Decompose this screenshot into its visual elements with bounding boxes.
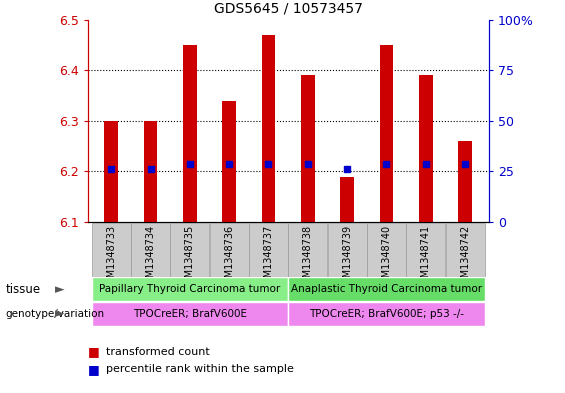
Bar xyxy=(419,75,433,222)
Bar xyxy=(340,176,354,222)
Text: GSM1348739: GSM1348739 xyxy=(342,225,352,290)
Bar xyxy=(288,223,327,277)
Bar xyxy=(446,223,485,277)
Bar xyxy=(171,223,209,277)
Text: GSM1348735: GSM1348735 xyxy=(185,225,195,290)
Bar xyxy=(183,45,197,222)
Bar xyxy=(131,223,170,277)
Text: GSM1348733: GSM1348733 xyxy=(106,225,116,290)
Text: TPOCreER; BrafV600E: TPOCreER; BrafV600E xyxy=(133,309,247,319)
Text: GSM1348738: GSM1348738 xyxy=(303,225,313,290)
Bar xyxy=(105,121,118,222)
Bar xyxy=(406,223,445,277)
Bar xyxy=(144,121,158,222)
Text: ■: ■ xyxy=(88,345,99,358)
Bar xyxy=(92,302,288,326)
Bar xyxy=(458,141,472,222)
Text: GSM1348742: GSM1348742 xyxy=(460,225,470,290)
Text: tissue: tissue xyxy=(6,283,41,296)
Text: genotype/variation: genotype/variation xyxy=(6,309,105,319)
Title: GDS5645 / 10573457: GDS5645 / 10573457 xyxy=(214,2,363,16)
Bar xyxy=(262,35,275,222)
Bar xyxy=(301,75,315,222)
Bar xyxy=(328,223,367,277)
Text: percentile rank within the sample: percentile rank within the sample xyxy=(106,364,294,375)
Text: GSM1348741: GSM1348741 xyxy=(421,225,431,290)
Text: GSM1348736: GSM1348736 xyxy=(224,225,234,290)
Text: GSM1348737: GSM1348737 xyxy=(263,225,273,290)
Text: GSM1348734: GSM1348734 xyxy=(146,225,155,290)
Bar xyxy=(210,223,249,277)
Bar xyxy=(288,302,485,326)
Bar xyxy=(380,45,393,222)
Bar xyxy=(92,277,288,301)
Text: Anaplastic Thyroid Carcinoma tumor: Anaplastic Thyroid Carcinoma tumor xyxy=(291,284,482,294)
Text: Papillary Thyroid Carcinoma tumor: Papillary Thyroid Carcinoma tumor xyxy=(99,284,280,294)
Text: ■: ■ xyxy=(88,363,99,376)
Bar xyxy=(222,101,236,222)
Bar xyxy=(92,223,131,277)
Text: ►: ► xyxy=(55,283,65,296)
Bar xyxy=(367,223,406,277)
Text: transformed count: transformed count xyxy=(106,347,210,357)
Text: ►: ► xyxy=(55,307,65,321)
Bar xyxy=(249,223,288,277)
Text: TPOCreER; BrafV600E; p53 -/-: TPOCreER; BrafV600E; p53 -/- xyxy=(309,309,464,319)
Text: GSM1348740: GSM1348740 xyxy=(381,225,392,290)
Bar xyxy=(288,277,485,301)
